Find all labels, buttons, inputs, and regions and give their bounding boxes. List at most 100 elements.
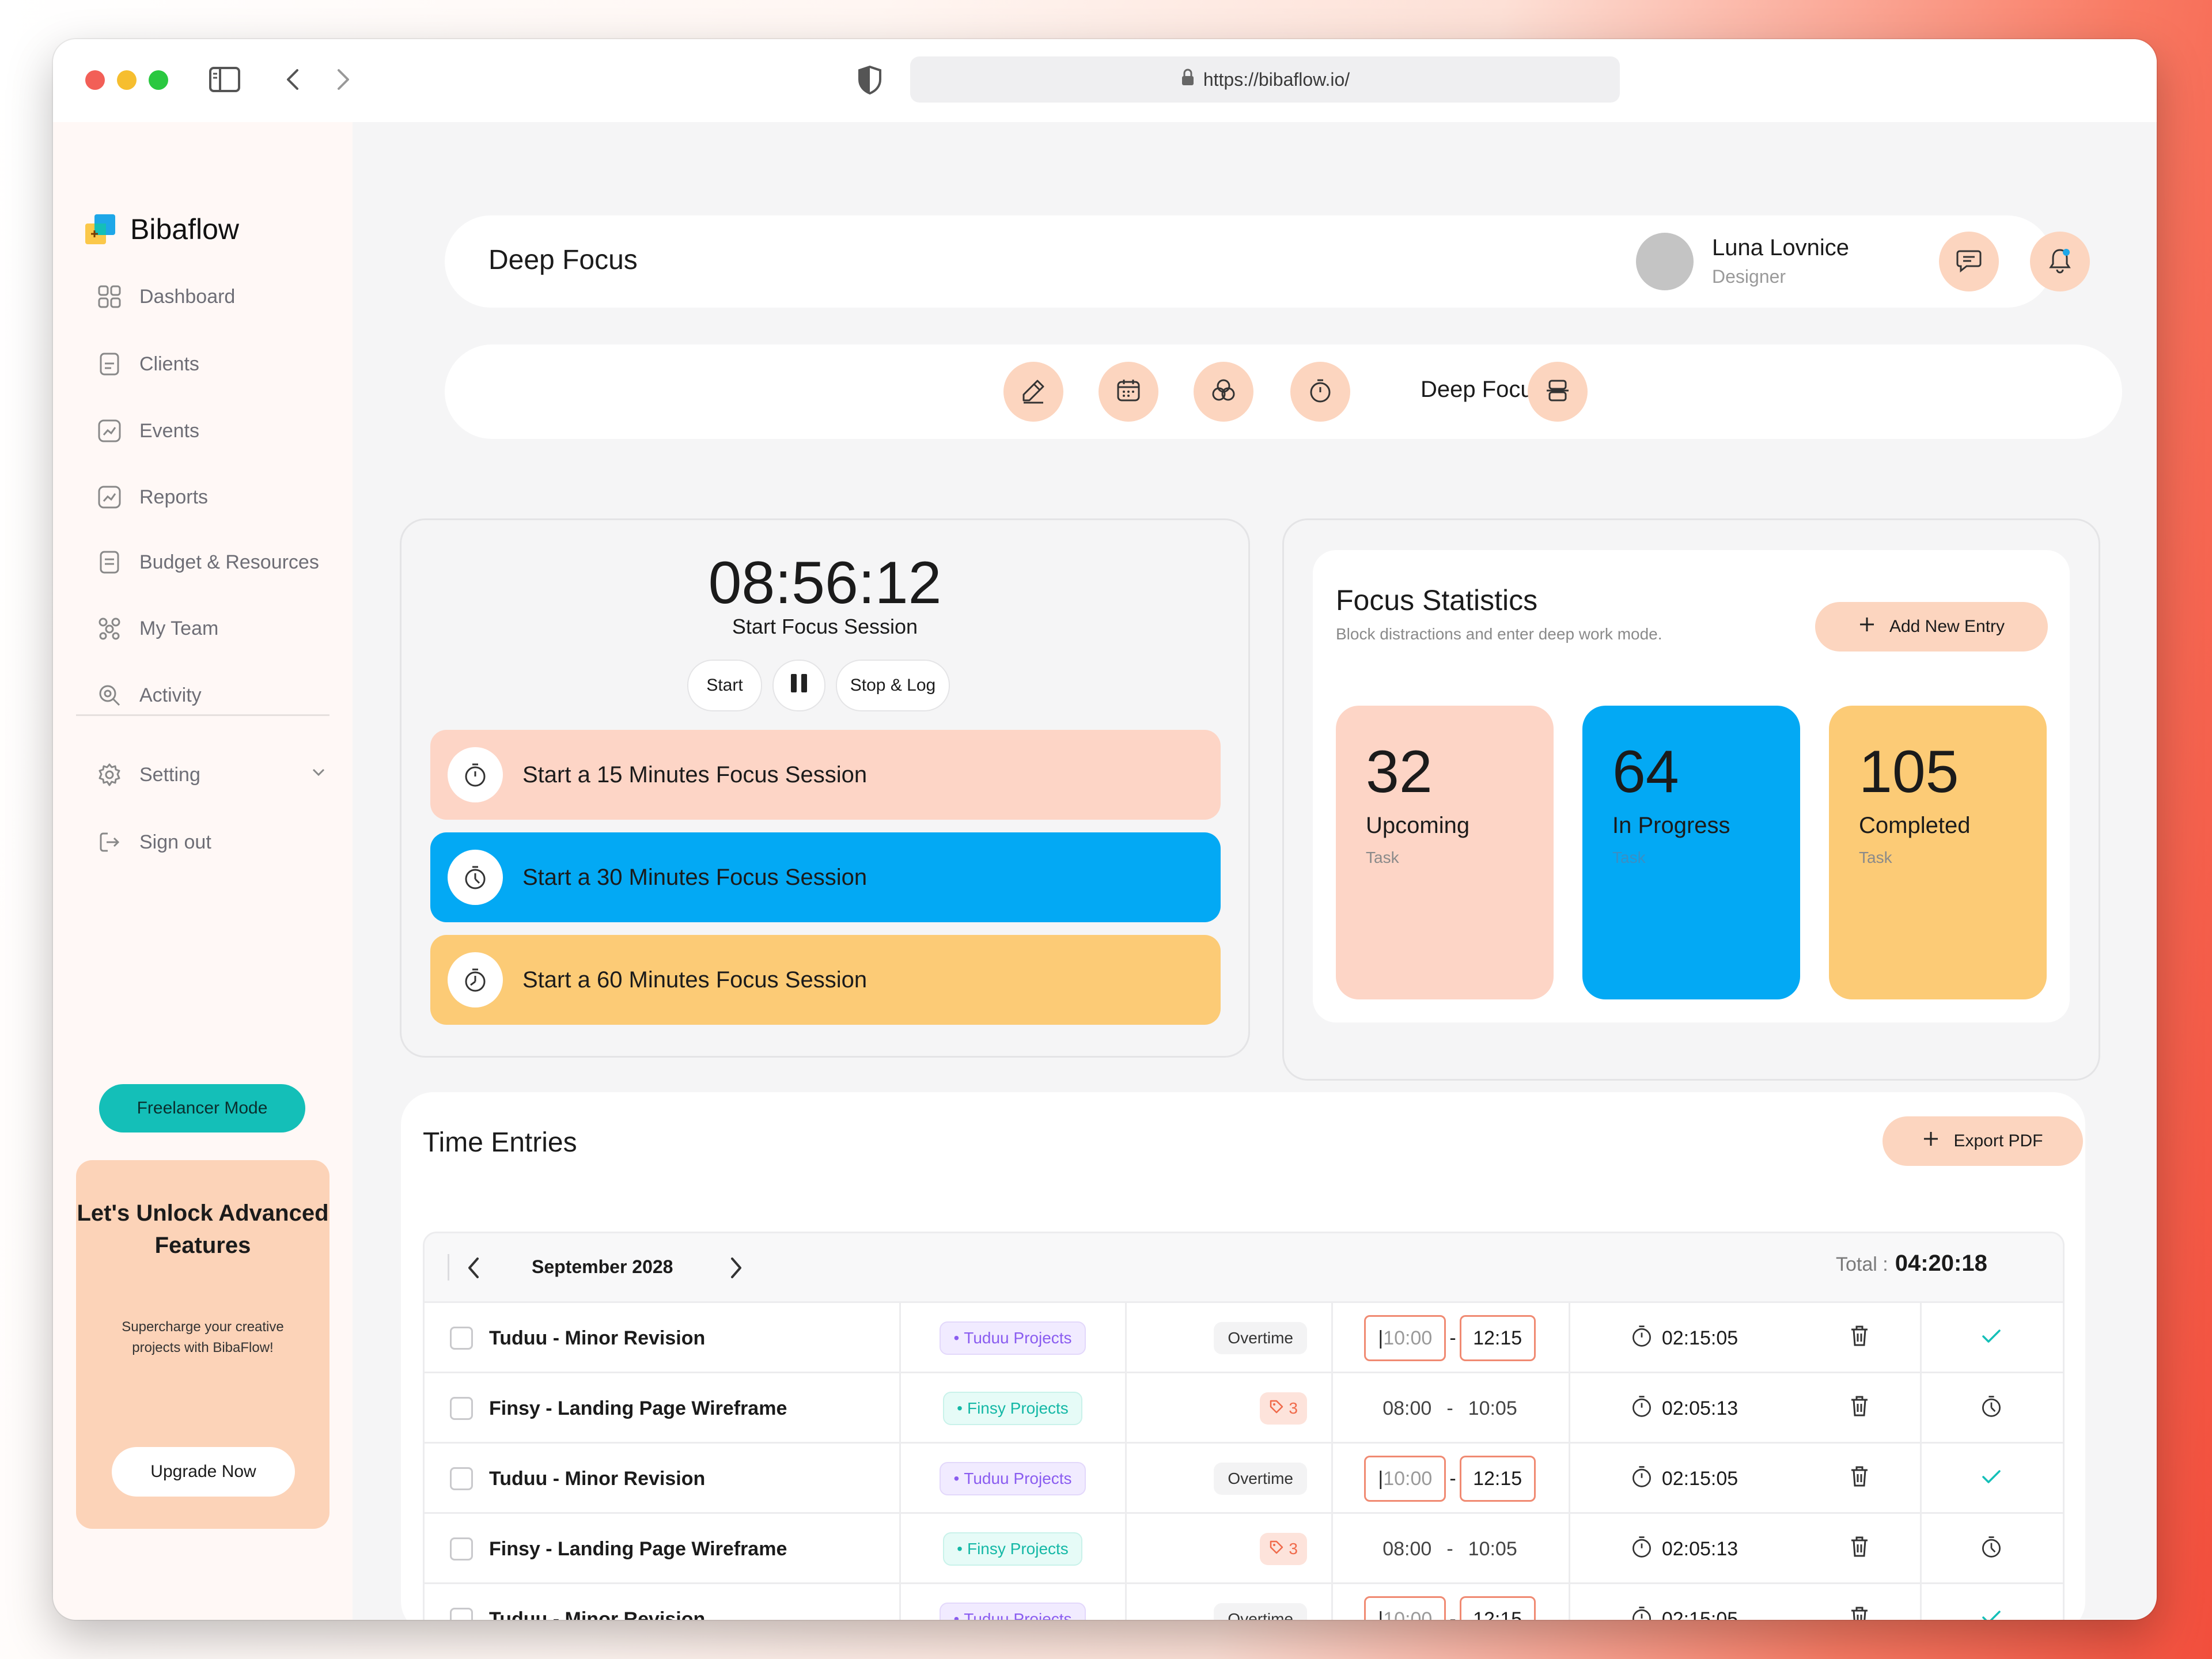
maximize-window-button[interactable] — [149, 70, 168, 90]
start-button[interactable]: Start — [687, 660, 762, 711]
stat-card-upcoming[interactable]: 32 Upcoming Task — [1336, 706, 1554, 999]
check-icon[interactable] — [1979, 1326, 2003, 1351]
check-icon[interactable] — [1979, 1607, 2003, 1620]
upgrade-now-button[interactable]: Upgrade Now — [112, 1447, 295, 1497]
check-icon[interactable] — [1979, 1467, 2003, 1491]
back-arrow-icon[interactable] — [281, 66, 304, 96]
user-role: Designer — [1712, 266, 1786, 287]
stat-card-in-progress[interactable]: 64 In Progress Task — [1582, 706, 1800, 999]
table-row[interactable]: Tuduu - Minor Revision • Tuduu Projects Ove… — [425, 1442, 2063, 1514]
end-time-input[interactable]: 12:15 — [1459, 1456, 1536, 1502]
sidebar-item-sign-out[interactable]: Sign out — [97, 822, 211, 862]
next-month-button[interactable] — [728, 1255, 745, 1283]
running-timer-icon[interactable] — [1979, 1535, 2003, 1564]
notifications-button[interactable] — [2030, 232, 2090, 291]
start-time-input[interactable]: | 10:00 — [1364, 1596, 1446, 1620]
minimize-window-button[interactable] — [117, 70, 137, 90]
session-15-button[interactable]: Start a 15 Minutes Focus Session — [430, 730, 1221, 820]
trash-icon[interactable] — [1849, 1395, 1870, 1423]
bibaflow-logo-icon — [85, 214, 115, 244]
sidebar-item-clients[interactable]: Clients — [97, 344, 199, 384]
add-new-entry-button[interactable]: Add New Entry — [1815, 602, 2048, 652]
sidebar-item-my-team[interactable]: My Team — [97, 608, 218, 649]
running-timer-icon[interactable] — [1979, 1394, 2003, 1423]
row-checkbox[interactable] — [450, 1537, 473, 1560]
avatar[interactable] — [1636, 233, 1694, 290]
session-30-button[interactable]: Start a 30 Minutes Focus Session — [430, 832, 1221, 922]
project-tag[interactable]: • Tuduu Projects — [940, 1603, 1086, 1620]
trash-icon[interactable] — [1849, 1465, 1870, 1493]
tag-count-badge[interactable]: 3 — [1260, 1392, 1307, 1425]
start-time-input[interactable]: | 10:00 — [1364, 1456, 1446, 1502]
table-row[interactable]: Tuduu - Minor Revision • Tuduu Projects Ove… — [425, 1582, 2063, 1620]
prev-month-button[interactable] — [465, 1255, 482, 1283]
session-label: Start a 15 Minutes Focus Session — [522, 762, 868, 787]
tag-count-badge[interactable]: 3 — [1260, 1533, 1307, 1565]
toolbar-active-label[interactable]: Deep Focus — [1421, 377, 1545, 402]
messages-button[interactable] — [1939, 232, 1999, 291]
calendar-tool-button[interactable] — [1099, 362, 1158, 422]
project-tag[interactable]: • Finsy Projects — [943, 1532, 1082, 1566]
month-label: September 2028 — [532, 1256, 673, 1277]
sidebar-item-setting[interactable]: Setting — [97, 755, 327, 795]
end-time-value: 10:05 — [1468, 1537, 1517, 1560]
row-checkbox[interactable] — [450, 1397, 473, 1420]
chevron-down-icon[interactable] — [310, 764, 327, 786]
sidebar-item-budget-resources[interactable]: Budget & Resources — [97, 542, 319, 582]
integrations-tool-button[interactable] — [1194, 362, 1253, 422]
column-divider — [1331, 1373, 1333, 1444]
project-tag-label: Finsy Projects — [967, 1399, 1069, 1417]
deep-focus-tool-button[interactable] — [1290, 362, 1350, 422]
stat-card-completed[interactable]: 105 Completed Task — [1829, 706, 2047, 999]
column-divider — [1125, 1373, 1127, 1444]
project-tag[interactable]: • Tuduu Projects — [940, 1462, 1086, 1495]
table-row[interactable]: Tuduu - Minor Revision • Tuduu Projects Ove… — [425, 1301, 2063, 1373]
duration-value: 02:15:05 — [1661, 1467, 1738, 1490]
project-tag[interactable]: • Tuduu Projects — [940, 1321, 1086, 1355]
sidebar-item-reports[interactable]: Reports — [97, 477, 208, 517]
end-time-input[interactable]: 12:15 — [1459, 1315, 1536, 1361]
forward-arrow-icon[interactable] — [332, 66, 355, 96]
table-row[interactable]: Finsy - Landing Page Wireframe • Finsy Pro… — [425, 1372, 2063, 1444]
start-time-value: 08:00 — [1382, 1537, 1432, 1560]
project-tag[interactable]: • Finsy Projects — [943, 1392, 1082, 1425]
row-checkbox[interactable] — [450, 1467, 473, 1490]
sidebar-item-label: Setting — [139, 763, 200, 786]
freelancer-mode-button[interactable]: Freelancer Mode — [99, 1084, 305, 1132]
pause-button[interactable] — [772, 660, 825, 711]
sidebar-item-label: Events — [139, 419, 199, 442]
edit-tool-button[interactable] — [1003, 362, 1063, 422]
sidebar-item-dashboard[interactable]: Dashboard — [97, 276, 235, 317]
row-checkbox[interactable] — [450, 1327, 473, 1350]
trash-icon[interactable] — [1849, 1324, 1870, 1353]
session-60-button[interactable]: Start a 60 Minutes Focus Session — [430, 935, 1221, 1025]
end-time-value: 10:05 — [1468, 1397, 1517, 1419]
sidebar-item-activity[interactable]: Activity — [97, 675, 202, 715]
column-divider — [1569, 1373, 1570, 1444]
tag-dot: • — [953, 1469, 960, 1487]
layout-tool-button[interactable] — [1528, 362, 1588, 422]
browser-titlebar: https://bibaflow.io/ — [53, 39, 2157, 122]
export-pdf-button[interactable]: Export PDF — [1883, 1116, 2083, 1166]
column-divider — [899, 1444, 901, 1514]
close-window-button[interactable] — [85, 70, 105, 90]
list-icon — [97, 550, 122, 575]
trash-icon[interactable] — [1849, 1535, 1870, 1563]
brand-logo[interactable]: Bibaflow — [83, 212, 239, 247]
timer-display: 08:56:12 — [708, 550, 942, 616]
column-divider — [1920, 1444, 1922, 1514]
row-checkbox[interactable] — [450, 1608, 473, 1620]
checkbox-cell — [450, 1373, 473, 1444]
address-bar[interactable]: https://bibaflow.io/ — [910, 56, 1620, 103]
sidebar-toggle-icon[interactable] — [209, 66, 241, 96]
status-cell — [1920, 1303, 2063, 1373]
shield-icon[interactable] — [856, 65, 884, 99]
sidebar-item-events[interactable]: Events — [97, 411, 199, 451]
start-time-input[interactable]: | 10:00 — [1364, 1315, 1446, 1361]
trash-icon[interactable] — [1849, 1605, 1870, 1620]
stop-log-button[interactable]: Stop & Log — [836, 660, 950, 711]
timer-half-icon — [448, 850, 503, 905]
sidebar-item-label: Sign out — [139, 831, 211, 853]
end-time-input[interactable]: 12:15 — [1459, 1596, 1536, 1620]
table-row[interactable]: Finsy - Landing Page Wireframe • Finsy Pro… — [425, 1512, 2063, 1584]
